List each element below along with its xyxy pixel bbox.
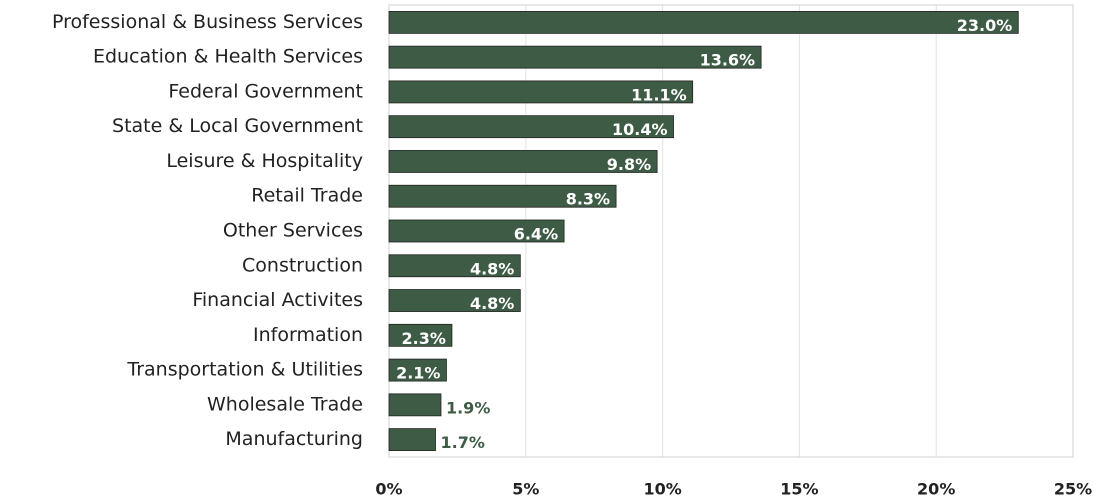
value-label: 2.3% xyxy=(402,329,446,348)
category-label: Professional & Business Services xyxy=(52,11,363,33)
x-tick-label: 15% xyxy=(780,480,818,499)
value-label: 4.8% xyxy=(470,259,514,278)
value-label: 6.4% xyxy=(514,225,558,244)
bar xyxy=(388,80,694,104)
category-label: Wholesale Trade xyxy=(207,393,363,415)
value-label: 2.1% xyxy=(396,364,440,383)
bar xyxy=(388,115,674,139)
value-label: 1.7% xyxy=(441,433,485,452)
bar xyxy=(388,150,658,173)
category-label: Transportation & Utilities xyxy=(126,359,363,381)
bar xyxy=(388,289,521,312)
value-label: 1.9% xyxy=(446,398,490,417)
category-label: Financial Activites xyxy=(192,289,363,311)
value-label: 23.0% xyxy=(957,16,1013,35)
bar xyxy=(388,393,442,417)
x-tick-label: 25% xyxy=(1054,480,1092,499)
value-label: 10.4% xyxy=(612,120,668,139)
bar xyxy=(388,323,453,347)
value-label: 11.1% xyxy=(631,85,687,104)
bar xyxy=(388,10,1019,34)
bar xyxy=(388,45,762,69)
value-label: 13.6% xyxy=(700,51,756,70)
value-label: 9.8% xyxy=(607,155,651,174)
category-label: Information xyxy=(253,324,363,346)
category-label: Leisure & Hospitality xyxy=(166,150,363,172)
bar xyxy=(388,358,447,382)
value-label: 8.3% xyxy=(566,190,610,209)
category-label: Manufacturing xyxy=(225,428,363,450)
category-label: Construction xyxy=(242,254,363,276)
x-tick-label: 10% xyxy=(643,480,681,499)
x-tick-label: 0% xyxy=(375,480,402,499)
x-tick-label: 5% xyxy=(512,480,539,499)
category-label: State & Local Government xyxy=(112,115,363,137)
x-tick-label: 20% xyxy=(917,480,955,499)
category-label: Retail Trade xyxy=(251,185,363,207)
bar xyxy=(388,219,565,243)
bar xyxy=(388,254,521,278)
bar xyxy=(388,428,436,452)
bar xyxy=(388,184,617,208)
value-label: 4.8% xyxy=(470,294,514,313)
category-label: Federal Government xyxy=(168,80,363,102)
category-label: Other Services xyxy=(223,220,363,242)
category-label: Education & Health Services xyxy=(93,46,363,68)
